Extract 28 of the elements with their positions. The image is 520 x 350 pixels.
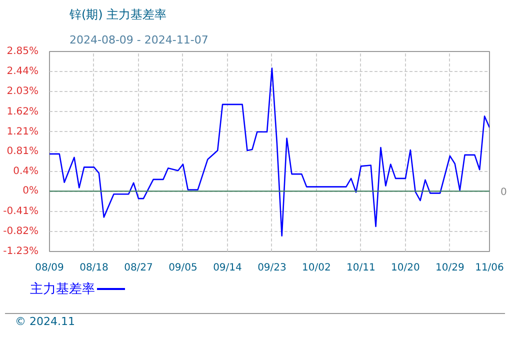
text: © 2024.11 <box>15 314 75 330</box>
x-tick-label: 10/11 <box>346 262 376 274</box>
y-tick-label: -0.41% <box>3 206 39 217</box>
x-tick-label: 08/09 <box>35 262 64 274</box>
y-tick-label: 0% <box>22 186 39 197</box>
chart-title: 锌(期) 主力基差率 <box>68 8 167 22</box>
line-series <box>50 68 490 236</box>
x-tick-label: 08/27 <box>124 262 153 274</box>
x-tick-label: 09/05 <box>168 262 198 274</box>
x-tick-label: 10/20 <box>391 262 420 274</box>
x-tick-label: 09/14 <box>213 262 242 274</box>
y-tick-label: -0.82% <box>3 226 39 237</box>
x-tick-label: 08/18 <box>80 262 108 274</box>
y-tick-label: 2.03% <box>6 86 39 98</box>
x-tick-label: 10/29 <box>436 262 464 274</box>
y-tick-label: -1.23% <box>3 246 39 257</box>
x-tick-label: 10/02 <box>302 262 331 274</box>
legend-label: 主力基差率 <box>30 282 95 297</box>
y-tick-label: 0.4% <box>13 166 38 178</box>
y-tick-label: 0.81% <box>6 146 39 157</box>
chart-subtitle: 2024-08-09 - 2024-11-07 <box>70 34 208 46</box>
y-tick-label: 1.21% <box>6 126 39 138</box>
y-tick-label: 1.62% <box>6 106 39 118</box>
ref-line-label: 0 <box>500 187 507 198</box>
y-tick-label: 2.44% <box>6 66 39 78</box>
x-tick-label: 09/23 <box>258 262 286 274</box>
y-tick-label: 2.85% <box>6 46 39 57</box>
x-tick-label: 11/06 <box>475 262 504 274</box>
